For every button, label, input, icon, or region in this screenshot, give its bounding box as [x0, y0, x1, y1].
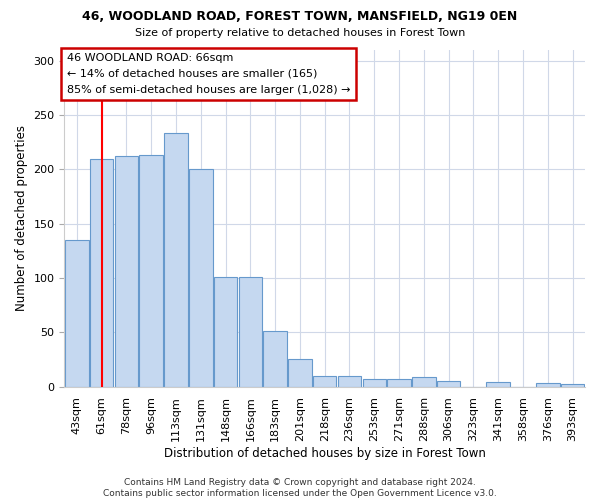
- Bar: [90, 158, 113, 386]
- Bar: [387, 379, 411, 386]
- X-axis label: Distribution of detached houses by size in Forest Town: Distribution of detached houses by size …: [164, 447, 485, 460]
- Bar: [263, 331, 287, 386]
- Bar: [536, 384, 560, 386]
- Bar: [362, 379, 386, 386]
- Y-axis label: Number of detached properties: Number of detached properties: [15, 126, 28, 312]
- Bar: [487, 382, 510, 386]
- Bar: [239, 277, 262, 386]
- Text: 46, WOODLAND ROAD, FOREST TOWN, MANSFIELD, NG19 0EN: 46, WOODLAND ROAD, FOREST TOWN, MANSFIEL…: [82, 10, 518, 23]
- Text: Contains HM Land Registry data © Crown copyright and database right 2024.
Contai: Contains HM Land Registry data © Crown c…: [103, 478, 497, 498]
- Bar: [313, 376, 337, 386]
- Bar: [139, 156, 163, 386]
- Bar: [65, 240, 89, 386]
- Bar: [437, 381, 460, 386]
- Bar: [189, 170, 212, 386]
- Bar: [214, 277, 238, 386]
- Text: Size of property relative to detached houses in Forest Town: Size of property relative to detached ho…: [135, 28, 465, 38]
- Bar: [288, 360, 311, 386]
- Bar: [164, 132, 188, 386]
- Bar: [412, 377, 436, 386]
- Bar: [115, 156, 138, 386]
- Bar: [338, 376, 361, 386]
- Text: 46 WOODLAND ROAD: 66sqm
← 14% of detached houses are smaller (165)
85% of semi-d: 46 WOODLAND ROAD: 66sqm ← 14% of detache…: [67, 54, 350, 94]
- Bar: [561, 384, 584, 386]
